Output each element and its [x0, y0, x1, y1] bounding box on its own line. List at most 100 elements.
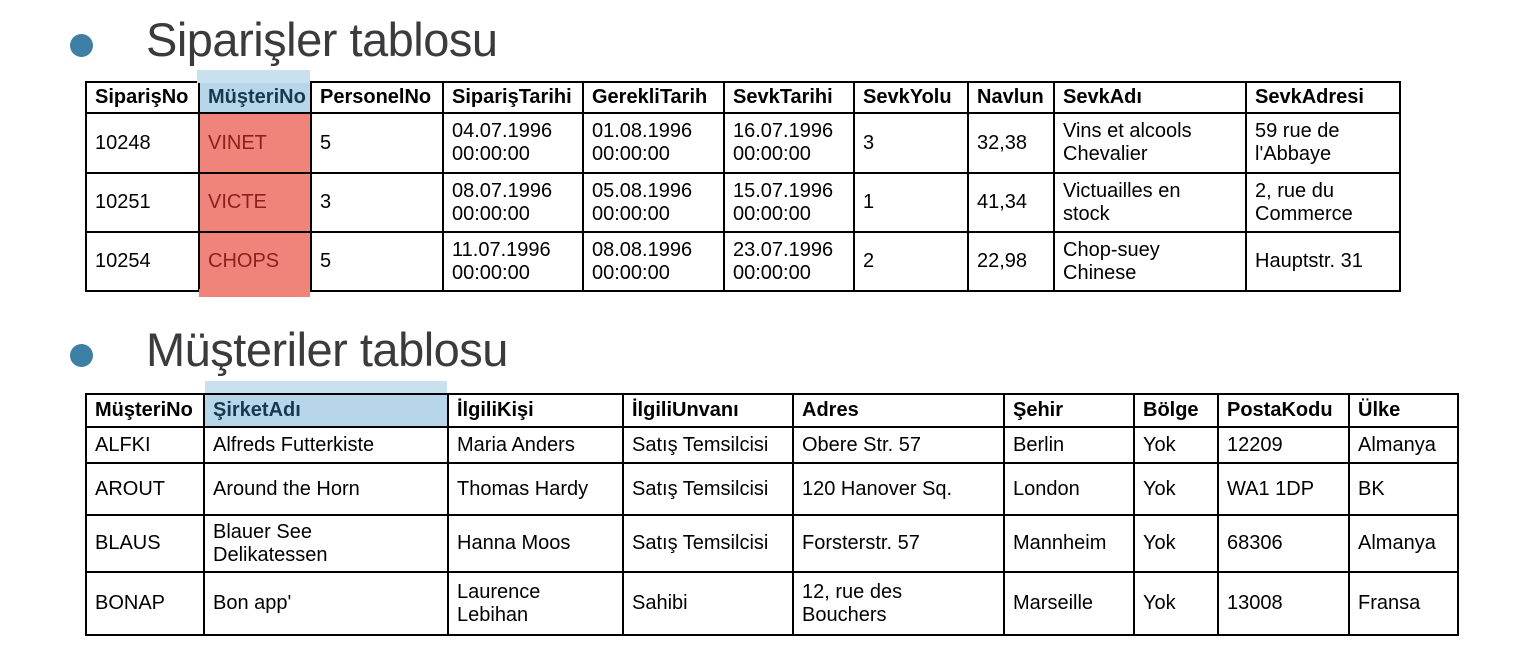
orders-header-siparistarihi: SiparişTarihi	[442, 81, 584, 114]
table-cell: Laurence Lebihan	[447, 571, 624, 636]
table-cell: Bon app'	[203, 571, 449, 636]
table-cell: 01.08.1996 00:00:00	[582, 112, 725, 174]
table-cell: Alfreds Futterkiste	[203, 426, 449, 464]
table-cell: Mannheim	[1003, 514, 1135, 573]
orders-header-siparisno: SiparişNo	[85, 81, 200, 114]
orders-table: SiparişNo MüşteriNo PersonelNo SiparişTa…	[85, 81, 1401, 292]
orders-section-title: Siparişler tablosu	[146, 13, 498, 66]
table-cell: Satış Temsilcisi	[622, 514, 794, 573]
table-cell: Yok	[1133, 514, 1219, 573]
table-cell: 12209	[1217, 426, 1350, 464]
table-cell: 41,34	[967, 172, 1055, 233]
table-cell-highlighted: VICTE	[198, 172, 312, 233]
customers-header-sirketadi-highlighted: ŞirketAdı	[203, 393, 449, 428]
table-cell: Berlin	[1003, 426, 1135, 464]
customers-header-musterino: MüşteriNo	[85, 393, 205, 428]
customers-row: BONAP Bon app' Laurence Lebihan Sahibi 1…	[85, 571, 1459, 636]
customers-row: AROUT Around the Horn Thomas Hardy Satış…	[85, 462, 1459, 516]
orders-header-sevkadi: SevkAdı	[1053, 81, 1247, 114]
table-cell: 16.07.1996 00:00:00	[723, 112, 855, 174]
table-cell: 68306	[1217, 514, 1350, 573]
table-cell: Obere Str. 57	[792, 426, 1005, 464]
table-cell: BLAUS	[85, 514, 205, 573]
table-cell: Satış Temsilcisi	[622, 426, 794, 464]
orders-row: 10254 CHOPS 5 11.07.1996 00:00:00 08.08.…	[85, 231, 1401, 292]
table-cell: 1	[853, 172, 969, 233]
table-cell: Vins et alcools Chevalier	[1053, 112, 1247, 174]
table-cell: 15.07.1996 00:00:00	[723, 172, 855, 233]
orders-row: 10248 VINET 5 04.07.1996 00:00:00 01.08.…	[85, 112, 1401, 174]
table-cell: 10248	[85, 112, 200, 174]
orders-header-row: SiparişNo MüşteriNo PersonelNo SiparişTa…	[85, 81, 1401, 114]
customers-header-ilgiliunvani: İlgiliUnvanı	[622, 393, 794, 428]
customers-row: BLAUS Blauer See Delikatessen Hanna Moos…	[85, 514, 1459, 573]
table-cell: Blauer See Delikatessen	[203, 514, 449, 573]
table-cell: 2, rue du Commerce	[1245, 172, 1401, 233]
table-cell: 5	[310, 231, 444, 292]
table-cell: Thomas Hardy	[447, 462, 624, 516]
table-cell: Chop-suey Chinese	[1053, 231, 1247, 292]
customers-header-ulke: Ülke	[1348, 393, 1459, 428]
table-cell: Yok	[1133, 571, 1219, 636]
table-cell: 120 Hanover Sq.	[792, 462, 1005, 516]
table-cell: 3	[310, 172, 444, 233]
table-cell: 22,98	[967, 231, 1055, 292]
customers-section-title: Müşteriler tablosu	[146, 323, 508, 376]
table-cell: BK	[1348, 462, 1459, 516]
table-cell-highlighted: CHOPS	[198, 231, 312, 292]
table-cell: Marseille	[1003, 571, 1135, 636]
table-cell: 13008	[1217, 571, 1350, 636]
bullet-icon	[70, 34, 93, 57]
table-cell: Yok	[1133, 462, 1219, 516]
orders-header-sevktarihi: SevkTarihi	[723, 81, 855, 114]
table-cell: 12, rue des Bouchers	[792, 571, 1005, 636]
table-cell: Almanya	[1348, 426, 1459, 464]
bullet-icon	[70, 344, 93, 367]
orders-header-navlun: Navlun	[967, 81, 1055, 114]
table-cell: 5	[310, 112, 444, 174]
table-cell: 11.07.1996 00:00:00	[442, 231, 584, 292]
table-cell: Maria Anders	[447, 426, 624, 464]
table-cell: Hauptstr. 31	[1245, 231, 1401, 292]
table-cell: 2	[853, 231, 969, 292]
table-cell: 3	[853, 112, 969, 174]
table-cell: Almanya	[1348, 514, 1459, 573]
customers-header-ilgilikisi: İlgiliKişi	[447, 393, 624, 428]
table-cell: Around the Horn	[203, 462, 449, 516]
table-cell: 10254	[85, 231, 200, 292]
table-cell: 59 rue de l'Abbaye	[1245, 112, 1401, 174]
table-cell: London	[1003, 462, 1135, 516]
customers-header-adres: Adres	[792, 393, 1005, 428]
customers-table: MüşteriNo ŞirketAdı İlgiliKişi İlgiliUnv…	[85, 393, 1459, 636]
table-cell: Forsterstr. 57	[792, 514, 1005, 573]
table-cell-highlighted: VINET	[198, 112, 312, 174]
table-cell: 08.07.1996 00:00:00	[442, 172, 584, 233]
table-cell: Sahibi	[622, 571, 794, 636]
orders-header-personelno: PersonelNo	[310, 81, 444, 114]
customers-header-sehir: Şehir	[1003, 393, 1135, 428]
table-cell: 23.07.1996 00:00:00	[723, 231, 855, 292]
table-cell: ALFKI	[85, 426, 205, 464]
orders-header-musterino-highlighted: MüşteriNo	[198, 81, 312, 114]
customers-row: ALFKI Alfreds Futterkiste Maria Anders S…	[85, 426, 1459, 464]
orders-header-sevkyolu: SevkYolu	[853, 81, 969, 114]
customers-header-postakodu: PostaKodu	[1217, 393, 1350, 428]
table-cell: 10251	[85, 172, 200, 233]
orders-row: 10251 VICTE 3 08.07.1996 00:00:00 05.08.…	[85, 172, 1401, 233]
table-cell: 04.07.1996 00:00:00	[442, 112, 584, 174]
customers-header-row: MüşteriNo ŞirketAdı İlgiliKişi İlgiliUnv…	[85, 393, 1459, 428]
table-cell: AROUT	[85, 462, 205, 516]
table-cell: Victuailles en stock	[1053, 172, 1247, 233]
orders-header-gereklitarih: GerekliTarih	[582, 81, 725, 114]
customers-header-bolge: Bölge	[1133, 393, 1219, 428]
table-cell: Fransa	[1348, 571, 1459, 636]
table-cell: 32,38	[967, 112, 1055, 174]
table-cell: 08.08.1996 00:00:00	[582, 231, 725, 292]
table-cell: BONAP	[85, 571, 205, 636]
orders-header-sevkadresi: SevkAdresi	[1245, 81, 1401, 114]
table-cell: Satış Temsilcisi	[622, 462, 794, 516]
table-cell: Hanna Moos	[447, 514, 624, 573]
table-cell: WA1 1DP	[1217, 462, 1350, 516]
table-cell: 05.08.1996 00:00:00	[582, 172, 725, 233]
table-cell: Yok	[1133, 426, 1219, 464]
